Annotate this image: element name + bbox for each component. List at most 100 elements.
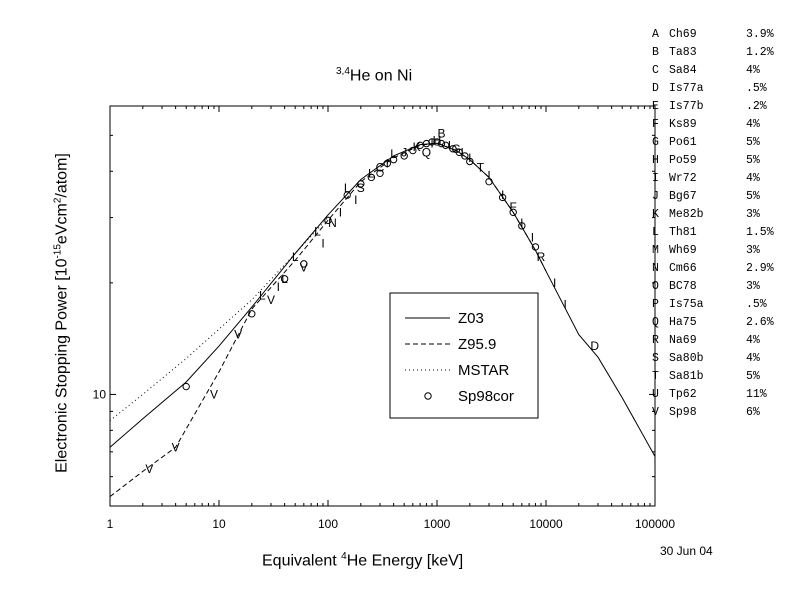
reference-code: Ch69 xyxy=(669,28,697,41)
reference-unc: 11% xyxy=(746,388,767,401)
sp98cor-point xyxy=(433,138,441,146)
reference-letter: F xyxy=(652,118,659,131)
reference-letter: S xyxy=(652,352,659,365)
reference-code: Is77a xyxy=(669,82,704,95)
data-letter-mark: C xyxy=(376,160,385,174)
sp98cor-point xyxy=(357,180,365,188)
data-letter-mark: I xyxy=(460,145,463,159)
y-tick-label: 10 xyxy=(93,387,107,401)
data-letter-mark: S xyxy=(357,181,365,195)
data-letter-mark: I xyxy=(487,168,490,182)
data-letter-mark: V xyxy=(210,387,218,401)
reference-code: Is75a xyxy=(669,298,704,311)
data-letter-mark: L xyxy=(390,147,397,161)
sp98cor-point xyxy=(509,208,517,216)
reference-row: R Na69 4% xyxy=(652,332,791,350)
x-tick-label: 10000 xyxy=(529,517,563,531)
data-letter-mark: N xyxy=(328,216,337,230)
reference-unc: 5% xyxy=(746,136,760,149)
reference-unc: 4% xyxy=(746,172,760,185)
sp98cor-point xyxy=(343,191,351,199)
data-letter-mark: I xyxy=(386,156,389,170)
reference-code: Is77b xyxy=(669,100,704,113)
reference-unc: 3% xyxy=(746,244,760,257)
reference-row: N Cm66 2.9% xyxy=(652,260,791,278)
reference-letter: C xyxy=(652,64,659,77)
reference-letter: Q xyxy=(652,316,659,329)
reference-row: E Is77b .2% xyxy=(652,98,791,116)
x-axis-label: Equivalent 4He Energy [keV] xyxy=(262,551,464,570)
sp98cor-point xyxy=(449,145,457,153)
sp98cor-point xyxy=(300,260,308,268)
reference-code: Ks89 xyxy=(669,118,697,131)
reference-letter: R xyxy=(652,334,659,347)
reference-table: A Ch69 3.9% B Ta83 1.2% C Sa84 4% D Is77a .5% E Is77b… xyxy=(652,26,791,422)
reference-code: Sa80b xyxy=(669,352,704,365)
reference-row: Q Ha75 2.6% xyxy=(652,314,791,332)
sp98cor-point xyxy=(248,310,256,318)
sp98cor-point xyxy=(437,139,446,148)
x-tick-label: 100000 xyxy=(635,517,675,531)
reference-row: V Sp98 6% xyxy=(652,404,791,422)
reference-row: T Sa81b 5% xyxy=(652,368,791,386)
reference-unc: .5% xyxy=(746,82,767,95)
data-letter-mark: I xyxy=(448,138,451,152)
data-letter-mark: K xyxy=(413,140,421,154)
data-letter-mark: I xyxy=(531,231,534,245)
data-letter-mark: V xyxy=(300,261,308,275)
sp98cor-point xyxy=(182,382,190,391)
reference-letter: E xyxy=(652,100,659,113)
data-letter-mark: I xyxy=(520,216,523,230)
reference-unc: 2.6% xyxy=(746,316,774,329)
reference-row: D Is77a .5% xyxy=(652,80,791,98)
sp98cor-point xyxy=(367,173,376,182)
data-letter-mark: I xyxy=(501,188,504,202)
reference-unc: 1.2% xyxy=(746,46,774,59)
data-letter-mark: I xyxy=(339,205,342,219)
reference-letter: B xyxy=(652,46,659,59)
reference-code: Ha75 xyxy=(669,316,697,329)
reference-row: J Bg67 5% xyxy=(652,188,791,206)
data-letter-mark: Q xyxy=(422,145,431,159)
data-letter-mark: J xyxy=(401,145,407,159)
reference-row: A Ch69 3.9% xyxy=(652,26,791,44)
reference-letter: I xyxy=(652,172,659,185)
reference-unc: 2.9% xyxy=(746,262,774,275)
sp98cor-point xyxy=(376,169,384,177)
data-letter-mark: V xyxy=(145,462,153,476)
data-letter-mark: I xyxy=(430,137,433,151)
reference-unc: 4% xyxy=(746,118,760,131)
data-letter-mark: L xyxy=(344,181,351,195)
reference-code: Cm66 xyxy=(669,262,697,275)
reference-unc: 4% xyxy=(746,334,760,347)
reference-letter: L xyxy=(652,226,659,239)
reference-letter: O xyxy=(652,280,659,293)
sp98cor-point xyxy=(389,155,398,164)
data-letter-mark: L xyxy=(368,166,375,180)
reference-row: H Po59 5% xyxy=(652,152,791,170)
reference-letter: H xyxy=(652,154,659,167)
reference-row: P Is75a .5% xyxy=(652,296,791,314)
reference-unc: 3.9% xyxy=(746,28,774,41)
reference-code: Me82b xyxy=(669,208,704,221)
x-tick-label: 100 xyxy=(318,517,338,531)
reference-code: Sa81b xyxy=(669,370,704,383)
data-letter-mark: L xyxy=(292,250,299,264)
data-letter-mark: I xyxy=(564,297,567,311)
reference-row: S Sa80b 4% xyxy=(652,350,791,368)
reference-code: Ta83 xyxy=(669,46,697,59)
data-letter-mark: F xyxy=(510,200,517,214)
sp98cor-point xyxy=(485,177,493,186)
date-label: 30 Jun 04 xyxy=(660,544,713,558)
reference-letter: J xyxy=(652,190,659,203)
reference-code: Wr72 xyxy=(669,172,697,185)
reference-letter: V xyxy=(652,406,659,419)
legend-box xyxy=(389,292,539,419)
data-letter-mark: H xyxy=(433,133,442,147)
x-tick-label: 1000 xyxy=(424,517,451,531)
data-letter-mark: L xyxy=(281,272,288,286)
reference-unc: 5% xyxy=(746,154,760,167)
sp98cor-point xyxy=(441,141,450,150)
plot-frame xyxy=(109,105,656,507)
